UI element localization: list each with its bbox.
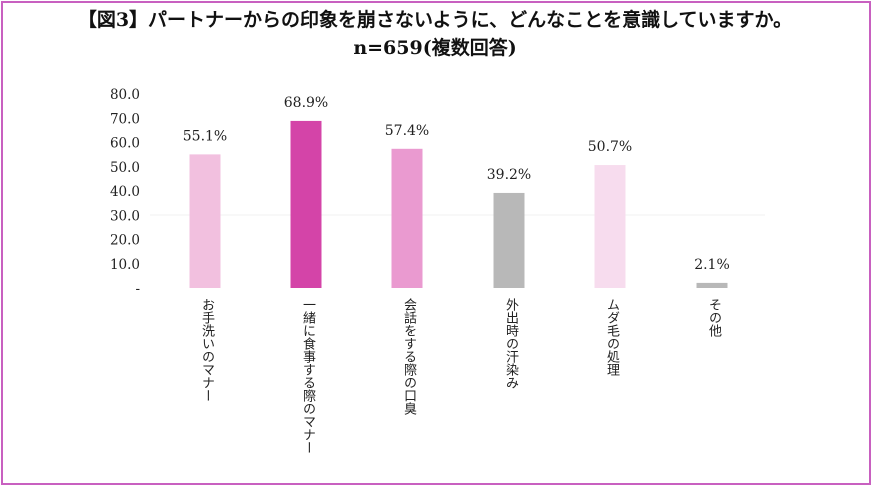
bar bbox=[594, 165, 626, 288]
bar bbox=[290, 120, 322, 288]
bar bbox=[391, 148, 423, 288]
y-tick-label: 10.0 bbox=[110, 257, 140, 273]
chart-title-block: 【図3】パートナーからの印象を崩さないように、どんなことを意識していますか。 n… bbox=[0, 6, 870, 62]
y-tick-label: - bbox=[135, 281, 140, 297]
data-label: 68.9% bbox=[284, 95, 328, 111]
data-label: 55.1% bbox=[183, 128, 227, 144]
x-tick-label: 一緒に食事する際のマナー bbox=[300, 298, 315, 454]
x-tick-label: 外出時の汗染み bbox=[503, 298, 518, 389]
x-tick-label: ムダ毛の処理 bbox=[604, 298, 619, 376]
data-label: 2.1% bbox=[694, 257, 730, 273]
y-tick-label: 50.0 bbox=[110, 160, 140, 176]
y-tick-label: 40.0 bbox=[110, 184, 140, 200]
bar bbox=[189, 154, 221, 288]
x-tick-label: 会話をする際の口臭 bbox=[401, 298, 416, 415]
y-tick-label: 80.0 bbox=[110, 87, 140, 103]
x-tick-label: その他 bbox=[706, 298, 721, 337]
y-tick-label: 30.0 bbox=[110, 208, 140, 224]
x-tick-label: お手洗いのマナー bbox=[199, 298, 214, 402]
y-tick-label: 20.0 bbox=[110, 233, 140, 249]
y-tick-label: 70.0 bbox=[110, 111, 140, 127]
y-tick-label: 60.0 bbox=[110, 136, 140, 152]
data-label: 39.2% bbox=[487, 167, 531, 183]
data-label: 57.4% bbox=[385, 123, 429, 139]
chart-title: 【図3】パートナーからの印象を崩さないように、どんなことを意識していますか。 bbox=[77, 9, 793, 31]
data-label: 50.7% bbox=[588, 139, 632, 155]
bar bbox=[696, 282, 728, 288]
bars-group bbox=[189, 120, 728, 288]
chart-subtitle: n=659(複数回答) bbox=[353, 37, 517, 59]
y-axis-ticks: - 10.0 20.0 30.0 40.0 50.0 60.0 70.0 80.0 bbox=[110, 87, 140, 297]
data-labels-group: 55.1% 68.9% 57.4% 39.2% 50.7% 2.1% bbox=[183, 95, 730, 273]
bar bbox=[493, 192, 525, 288]
